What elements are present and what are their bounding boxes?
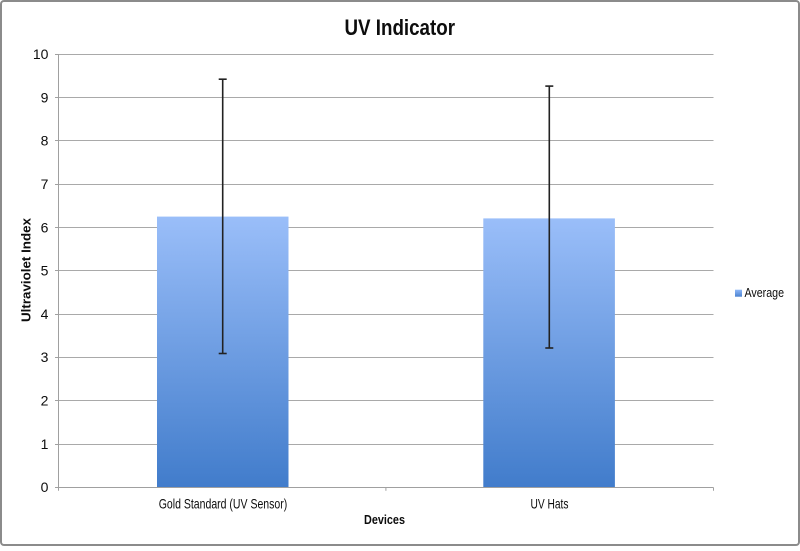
svg-text:UV Indicator: UV Indicator: [345, 15, 456, 40]
svg-text:5: 5: [41, 263, 49, 279]
svg-text:1: 1: [41, 436, 49, 452]
svg-text:9: 9: [41, 89, 49, 105]
svg-text:2: 2: [41, 393, 49, 409]
svg-text:Ultraviolet Index: Ultraviolet Index: [19, 217, 34, 322]
svg-text:7: 7: [41, 176, 49, 192]
svg-text:Gold Standard (UV Sensor): Gold Standard (UV Sensor): [159, 496, 288, 512]
svg-text:Devices: Devices: [364, 512, 405, 527]
svg-text:8: 8: [41, 133, 49, 149]
svg-text:0: 0: [41, 479, 49, 495]
svg-text:6: 6: [41, 219, 49, 235]
svg-text:3: 3: [41, 349, 49, 365]
svg-text:Average: Average: [745, 285, 785, 300]
svg-text:10: 10: [33, 46, 49, 62]
svg-text:UV Hats: UV Hats: [531, 496, 569, 512]
svg-text:4: 4: [41, 306, 49, 322]
